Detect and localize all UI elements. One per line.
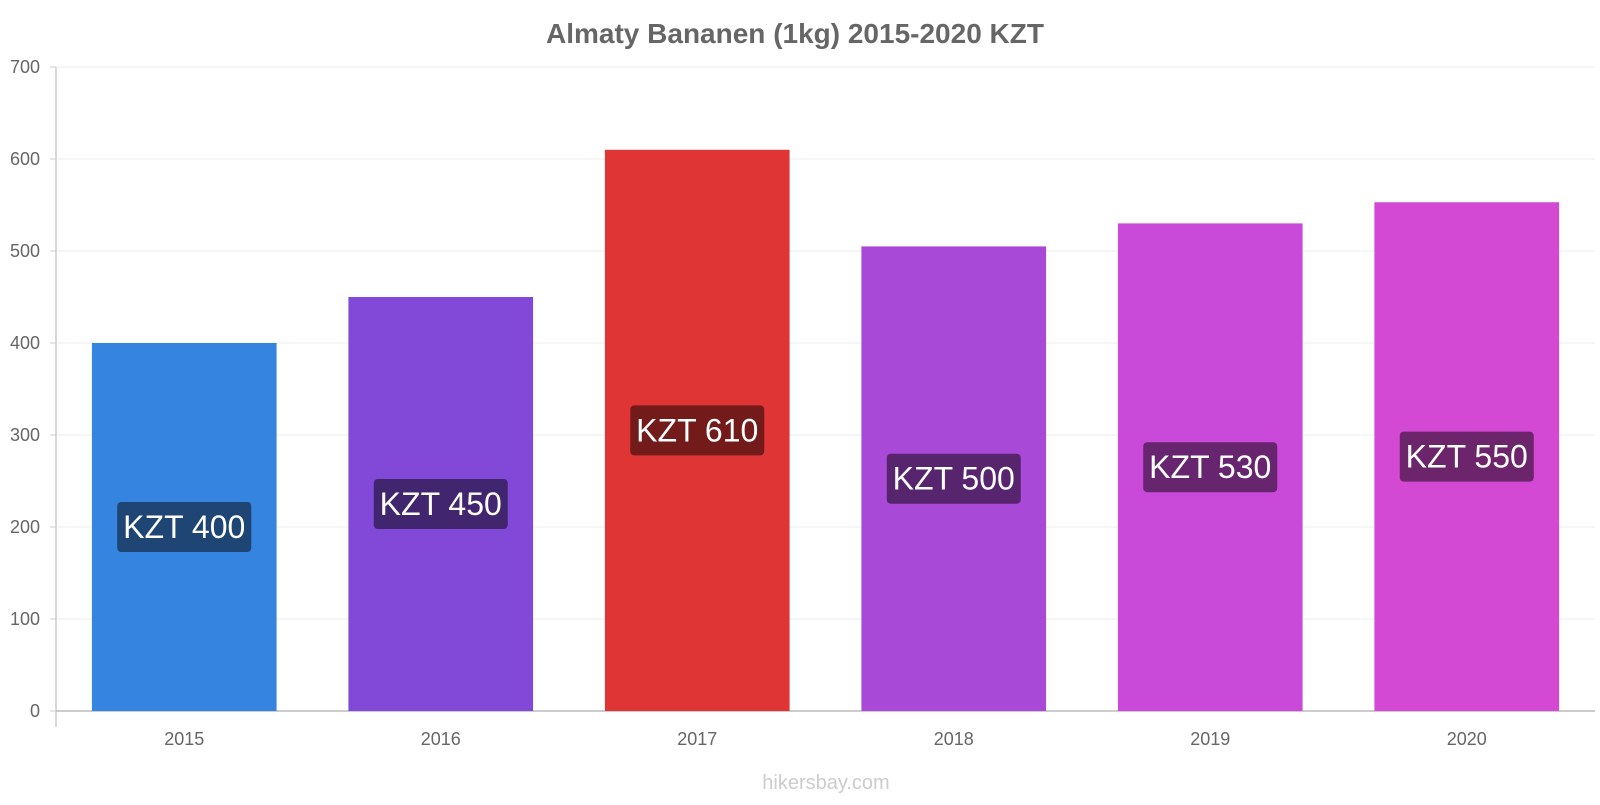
data-label: KZT 610 xyxy=(636,412,758,448)
y-tick-label: 0 xyxy=(30,701,40,721)
y-tick-label: 200 xyxy=(10,517,40,537)
data-label: KZT 550 xyxy=(1406,439,1528,475)
y-tick-label: 400 xyxy=(10,333,40,353)
y-tick-label: 600 xyxy=(10,149,40,169)
y-tick-label: 700 xyxy=(10,57,40,77)
chart-title: Almaty Bananen (1kg) 2015-2020 KZT xyxy=(546,18,1044,49)
x-tick-label: 2018 xyxy=(934,729,974,749)
data-labels: KZT 400 KZT 450 KZT 610 KZT 500 KZT 530 KZT 5… xyxy=(117,405,1534,552)
x-tick-label: 2020 xyxy=(1447,729,1487,749)
data-label: KZT 500 xyxy=(893,461,1015,497)
bars xyxy=(91,149,1560,712)
data-label: KZT 450 xyxy=(380,486,502,522)
data-label-box xyxy=(117,502,252,552)
x-tick-label: 2019 xyxy=(1190,729,1230,749)
x-tick-label: 2016 xyxy=(421,729,461,749)
axes: 0 100 200 300 400 500 600 700 2015 2016 2017 2018 20… xyxy=(10,57,1595,749)
x-tick-label: 2017 xyxy=(677,729,717,749)
data-label: KZT 530 xyxy=(1149,449,1271,485)
x-tick-label: 2015 xyxy=(164,729,204,749)
y-tick-label: 300 xyxy=(10,425,40,445)
data-label-box xyxy=(1399,431,1534,482)
data-label-box xyxy=(886,453,1021,504)
y-tick-label: 500 xyxy=(10,241,40,261)
source-credit[interactable]: hikersbay.com xyxy=(762,772,889,794)
data-label-box xyxy=(1143,442,1278,493)
data-label-box xyxy=(630,405,765,456)
data-label: KZT 400 xyxy=(123,509,245,545)
gridlines xyxy=(56,66,1595,620)
y-tick-label: 100 xyxy=(10,609,40,629)
data-label-box xyxy=(373,479,508,529)
